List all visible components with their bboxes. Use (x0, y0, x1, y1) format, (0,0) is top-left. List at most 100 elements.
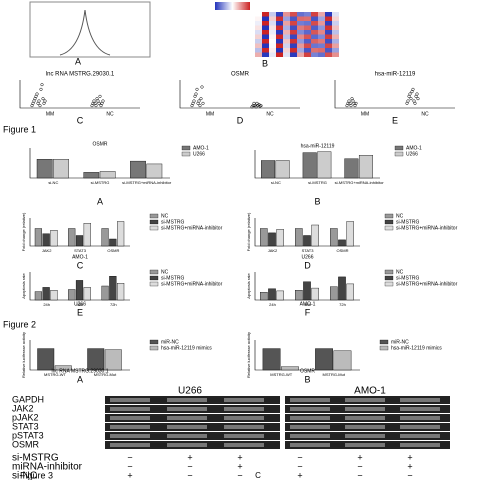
heat-cell (297, 43, 304, 48)
bar (281, 366, 299, 371)
legend-swatch (149, 219, 159, 225)
x-tick-label: STAT3 (74, 248, 87, 253)
heat-cell (311, 21, 318, 26)
band (290, 425, 330, 429)
bar (358, 155, 373, 179)
heat-cell (325, 21, 332, 26)
legend-swatch (149, 345, 159, 351)
heat-cell (304, 52, 311, 57)
heat-cell (304, 43, 311, 48)
panel-label: F (305, 307, 311, 317)
heat-cell (269, 25, 276, 30)
band (167, 407, 207, 411)
bar (87, 348, 105, 371)
heat-cell (255, 30, 262, 35)
point (38, 104, 42, 108)
heat-cell (269, 39, 276, 44)
panel-caption: lnc RNA MSTRG.29030.1 (52, 368, 109, 374)
heat-cell (290, 52, 297, 57)
bar (315, 348, 333, 371)
band (167, 425, 207, 429)
heat-cell (311, 39, 318, 44)
panel-label: D (237, 115, 244, 125)
heat-cell (325, 52, 332, 57)
sign: − (357, 461, 362, 471)
heat-cell (276, 30, 283, 35)
heat-cell (325, 25, 332, 30)
bar (302, 152, 317, 179)
axis (29, 148, 170, 179)
protein-label: pJAK2 (12, 412, 39, 422)
heat-cell (297, 16, 304, 21)
panel-caption: U266 (74, 301, 86, 307)
heat-cell (318, 25, 325, 30)
axis (179, 80, 300, 109)
protein-label: STAT3 (12, 421, 39, 431)
band (345, 425, 385, 429)
heat-cell (255, 16, 262, 21)
legend-swatch (394, 151, 404, 157)
x-tick-label: JAK2 (42, 248, 52, 253)
heat-cell (262, 34, 269, 39)
bar (109, 276, 117, 301)
legend-swatch (149, 281, 159, 287)
panel-label: A (97, 196, 103, 206)
heat-cell (332, 48, 339, 53)
legend-label: si-MSTRG (396, 219, 419, 225)
legend-swatch (379, 339, 389, 345)
point (354, 101, 358, 105)
x-tick-label: NC (421, 111, 429, 117)
heat-cell (255, 25, 262, 30)
point (101, 99, 105, 103)
heat-cell (304, 21, 311, 26)
bar (104, 349, 122, 371)
heat-cell (325, 12, 332, 17)
point (411, 87, 415, 91)
point (94, 104, 98, 108)
bar (276, 229, 284, 247)
heat-cell (311, 25, 318, 30)
bar (338, 239, 346, 247)
figure-label: Figure 2 (3, 319, 36, 329)
bar (346, 221, 354, 247)
panel-label: E (392, 115, 398, 125)
band (400, 443, 440, 447)
axis (254, 272, 360, 301)
heat-cell (311, 34, 318, 39)
volcano-curve (59, 9, 111, 56)
heat-cell (318, 39, 325, 44)
heat-cell (332, 16, 339, 21)
heat-cell (332, 25, 339, 30)
heat-cell (325, 34, 332, 39)
legend-label: si-MSTRG (396, 275, 419, 281)
x-tick-label: MSTRG-WT (270, 372, 293, 377)
heat-cell (276, 12, 283, 17)
legend-swatch (384, 281, 394, 287)
heat-cell (262, 52, 269, 57)
legend-swatch (149, 339, 159, 345)
heat-cell (290, 12, 297, 17)
band (110, 407, 150, 411)
heat-cell (318, 43, 325, 48)
bar (333, 350, 352, 371)
sign: + (357, 452, 362, 462)
bar (303, 235, 311, 247)
legend-swatch (149, 275, 159, 281)
x-tick-label: 24h (269, 302, 276, 307)
band (110, 425, 150, 429)
x-tick-label: 48h (304, 302, 311, 307)
heat-cell (283, 16, 290, 21)
panel-title: OSMR (93, 141, 108, 147)
x-tick-label: si-MSTRG+miRNA-inhibitor (122, 180, 172, 185)
heat-cell (276, 16, 283, 21)
heat-cell (297, 25, 304, 30)
heat-cell (269, 44, 276, 49)
heat-cell (311, 52, 318, 57)
y-label: Fold change (relative) (246, 212, 251, 251)
band (290, 407, 330, 411)
bar (75, 235, 84, 247)
heat-cell (290, 48, 297, 53)
heat-cell (269, 34, 276, 39)
heat-cell (276, 52, 283, 57)
band (290, 416, 330, 420)
